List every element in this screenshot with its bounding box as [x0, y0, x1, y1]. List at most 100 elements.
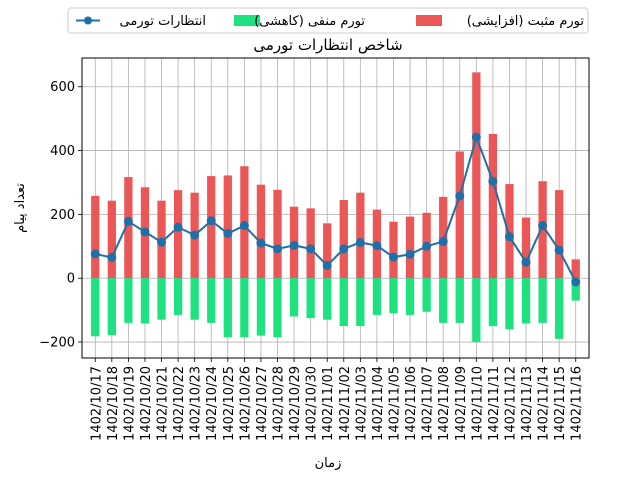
bar-negative	[571, 278, 580, 301]
trend-point	[90, 249, 100, 259]
bar-negative	[389, 278, 398, 314]
bar-positive	[256, 184, 266, 279]
x-tick-label: 1402/10/25	[222, 366, 237, 441]
trend-line	[90, 132, 581, 287]
trend-point	[405, 249, 415, 259]
trend-point	[571, 277, 581, 287]
bar-negative	[439, 278, 448, 323]
bar-negative	[422, 278, 431, 312]
trend-point	[322, 260, 332, 270]
bar-positive	[571, 259, 580, 279]
bar-positive	[389, 221, 398, 279]
bar-negative	[538, 278, 547, 323]
bar-positive	[124, 177, 133, 279]
bar-negative	[472, 278, 481, 343]
y-tick-label: 0	[67, 272, 75, 287]
x-tick-label: 1402/10/30	[305, 366, 320, 441]
bar-positive	[488, 133, 498, 279]
x-tick-label: 1402/11/12	[503, 366, 518, 441]
trend-point	[488, 176, 498, 186]
bar-positive	[306, 208, 315, 279]
bar-negative	[140, 278, 150, 324]
bar-negative	[372, 278, 382, 315]
x-tick-label: 1402/11/04	[371, 366, 386, 441]
bar-negative	[405, 278, 415, 315]
trend-point	[123, 216, 133, 226]
y-tick-label: 600	[50, 80, 75, 95]
bar-positive	[339, 200, 348, 279]
trend-point	[438, 237, 448, 247]
x-tick-label: 1402/10/26	[238, 366, 253, 441]
chart-title: شاخص انتظارات تورمی	[253, 36, 402, 54]
trend-point	[223, 229, 233, 239]
bar-negative	[306, 278, 315, 319]
bar-positive	[91, 195, 100, 279]
trend-point	[107, 252, 117, 262]
x-tick-label: 1402/10/18	[106, 366, 121, 441]
plot-frame	[81, 57, 590, 359]
trend-point	[157, 237, 167, 247]
legend-negative-swatch	[234, 15, 260, 26]
x-tick-label: 1402/11/09	[454, 366, 469, 441]
bar-positive	[472, 72, 481, 279]
trend-point	[372, 241, 382, 251]
bar-negative	[107, 278, 116, 336]
x-tick-label: 1402/10/22	[172, 366, 187, 441]
bar-positive	[323, 223, 332, 279]
trend-point	[471, 132, 481, 142]
x-tick-label: 1402/10/24	[205, 366, 220, 441]
bar-negative	[356, 278, 365, 327]
x-tick-label: 1402/11/07	[421, 366, 436, 441]
bar-negative	[323, 278, 332, 320]
bar-negative	[488, 278, 498, 327]
x-axis-label: زمان	[315, 456, 342, 471]
bar-negative	[207, 278, 216, 323]
bar-positive	[521, 217, 531, 279]
x-tick-label: 1402/11/01	[321, 366, 336, 441]
y-axis: −200 0 200 400 600	[39, 80, 82, 351]
trend-polyline	[95, 133, 577, 283]
bar-positive	[405, 216, 415, 279]
bar-negative	[124, 278, 133, 323]
bar-positive	[356, 192, 365, 279]
x-tick-label: 1402/10/20	[139, 366, 154, 441]
bar-negative	[455, 278, 464, 323]
y-tick-label: 200	[50, 208, 75, 223]
bar-positive	[223, 175, 232, 279]
trend-point	[422, 241, 432, 251]
x-tick-label: 1402/11/11	[487, 366, 502, 441]
bar-negative	[240, 278, 249, 338]
trend-point	[388, 252, 398, 262]
trend-point	[504, 232, 514, 242]
legend-positive-swatch	[416, 15, 442, 26]
bar-positive	[455, 151, 464, 279]
bar-negative	[273, 278, 282, 338]
x-tick-label: 1402/10/27	[255, 366, 270, 441]
x-axis: 1402/10/17 1402/10/18 1402/10/19 1402/10/20…	[89, 358, 585, 441]
y-axis-label: تعداد پیام	[13, 183, 28, 233]
bar-negative	[173, 278, 183, 315]
bar-negative	[223, 278, 232, 338]
x-tick-label: 1402/10/23	[189, 366, 204, 441]
x-tick-label: 1402/11/16	[570, 366, 585, 441]
legend-label-negative: تورم منفی (کاهشی)	[254, 14, 365, 29]
x-tick-label: 1402/10/17	[89, 366, 104, 441]
bar-negative	[157, 278, 166, 320]
trend-point	[306, 244, 316, 254]
trend-point	[554, 245, 564, 255]
trend-point	[521, 257, 531, 267]
x-tick-label: 1402/11/03	[354, 366, 369, 441]
x-tick-label: 1402/11/10	[470, 366, 485, 441]
legend-box	[67, 7, 589, 34]
x-tick-label: 1402/10/19	[122, 366, 137, 441]
trend-point	[289, 240, 299, 250]
x-tick-label: 1402/11/06	[404, 366, 419, 441]
bar-negative	[339, 278, 348, 327]
bar-positive	[505, 184, 514, 279]
y-tick-label: 400	[50, 144, 75, 159]
bar-negative	[555, 278, 564, 339]
x-tick-label: 1402/11/08	[437, 366, 452, 441]
trend-point	[206, 216, 216, 226]
trend-point	[256, 238, 266, 248]
